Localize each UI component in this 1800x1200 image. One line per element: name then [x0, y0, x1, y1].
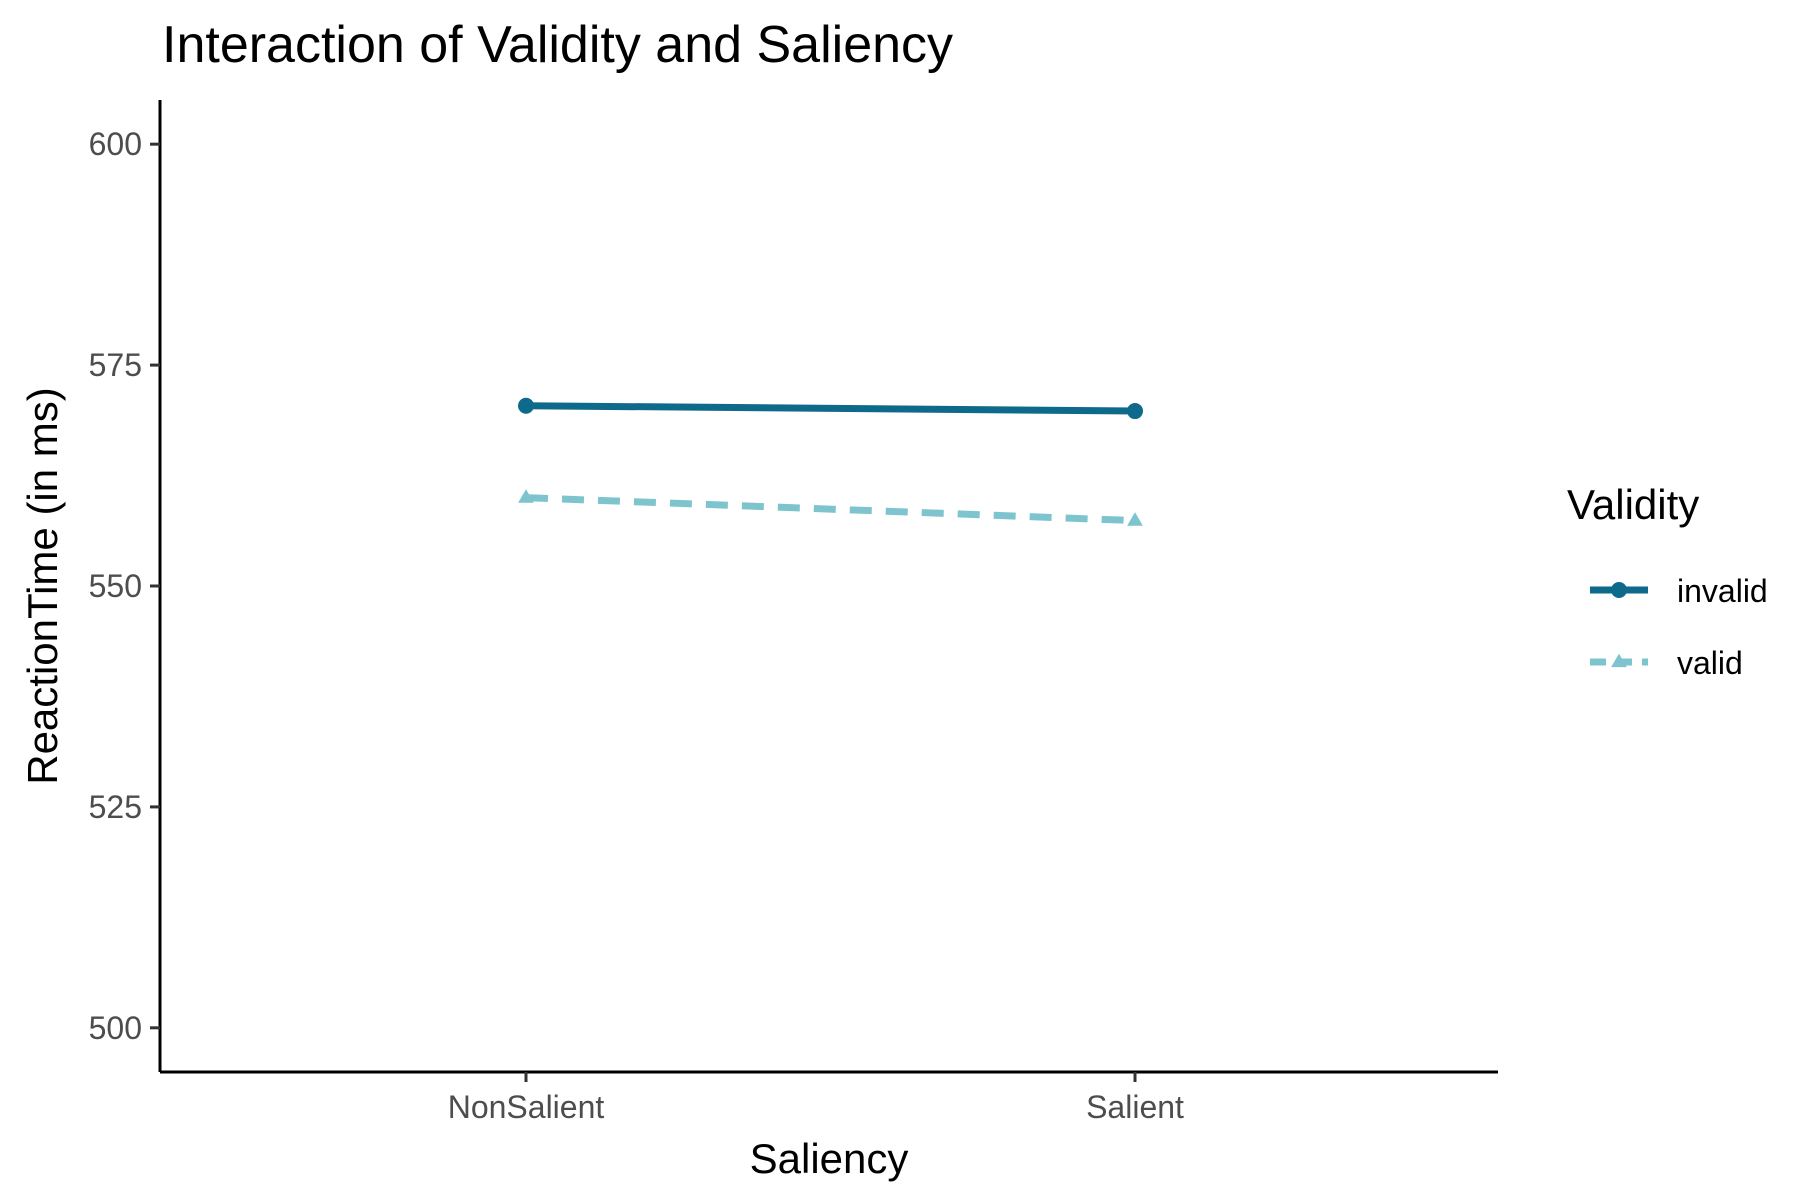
y-tick-label: 575	[89, 347, 142, 383]
data-point-invalid	[518, 397, 534, 414]
x-ticks: NonSalient Salient	[448, 1072, 1184, 1125]
y-tick-label: 550	[89, 568, 142, 604]
series-points	[518, 397, 1143, 526]
legend: Validity invalid valid	[1567, 481, 1768, 681]
series-lines	[525, 402, 1136, 525]
x-tick-label: NonSalient	[448, 1089, 605, 1125]
plot-area: 500 525 550 575 600 NonSalient Salient	[89, 100, 1498, 1125]
data-point-invalid	[1127, 403, 1143, 420]
legend-item-invalid: invalid	[1590, 573, 1768, 609]
chart-title: Interaction of Validity and Saliency	[162, 16, 953, 74]
series-line-invalid	[525, 402, 1136, 415]
series-line-valid	[525, 494, 1136, 525]
x-axis-title: Saliency	[750, 1135, 909, 1182]
y-axis-title: ReactionTime (in ms)	[19, 387, 66, 785]
y-ticks: 500 525 550 575 600	[89, 126, 160, 1046]
legend-marker-invalid	[1611, 582, 1627, 598]
y-tick-label: 600	[89, 126, 142, 162]
y-tick-label: 525	[89, 789, 142, 825]
legend-title: Validity	[1567, 481, 1699, 528]
y-tick-label: 500	[89, 1010, 142, 1046]
data-point-valid	[518, 489, 534, 503]
legend-items: invalid valid	[1590, 573, 1768, 681]
x-tick-label: Salient	[1086, 1089, 1184, 1125]
data-point-valid	[1127, 512, 1143, 526]
legend-label-invalid: invalid	[1677, 573, 1768, 609]
legend-marker-valid	[1611, 653, 1627, 668]
legend-item-valid: valid	[1590, 645, 1743, 681]
legend-label-valid: valid	[1677, 645, 1743, 681]
